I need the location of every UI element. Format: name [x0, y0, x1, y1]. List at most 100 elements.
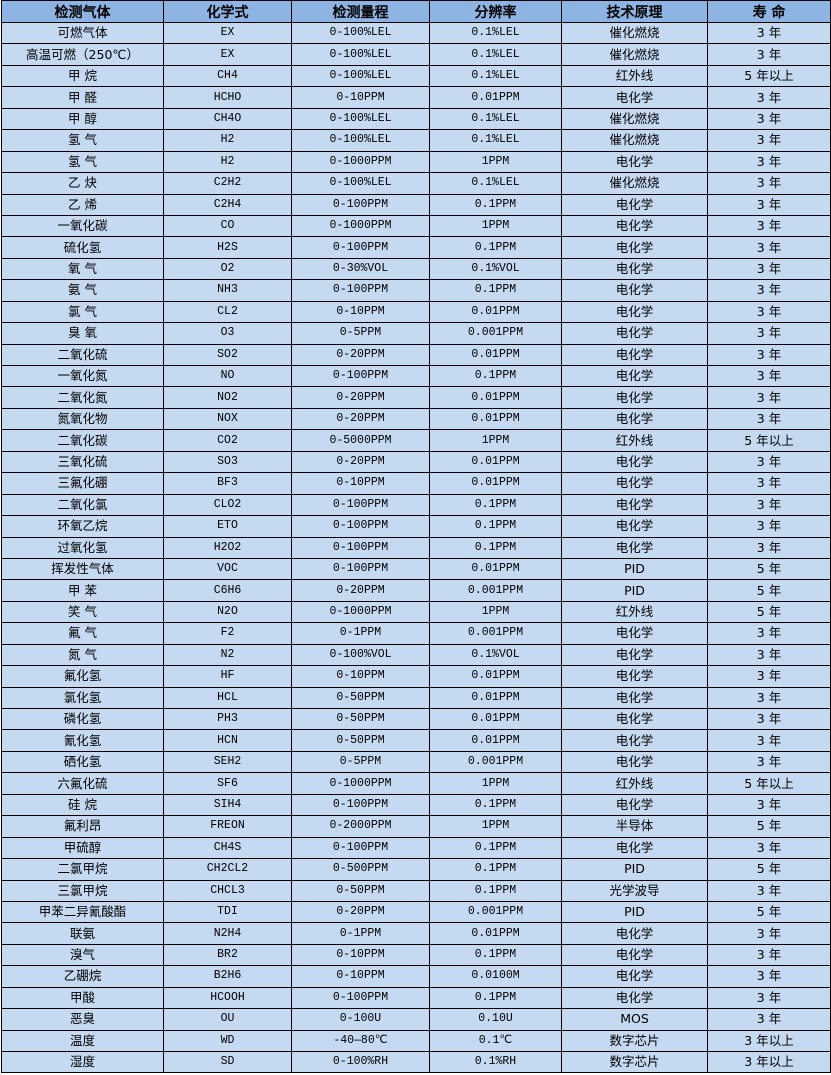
table-row: 甲 醇 CH4O 0-100%LEL 0.1%LEL 催化燃烧 3 年	[1, 107, 831, 131]
resolution-cell: 0.1PPM	[429, 364, 562, 388]
range-cell: 0-10PPM	[291, 965, 430, 988]
range-cell: 0-1PPM	[291, 622, 430, 645]
resolution-cell: 0.1PPM	[429, 879, 562, 902]
range-cell: 0-100PPM	[291, 793, 430, 817]
formula-cell: O3	[163, 322, 292, 345]
formula-cell: O2	[163, 257, 292, 281]
table-row: 硅 烷 SIH4 0-100PPM 0.1PPM 电化学 3 年	[1, 793, 831, 817]
lifespan-cell: 3 年	[707, 322, 831, 345]
resolution-cell: 0.1%VOL	[429, 643, 562, 667]
formula-cell: NO	[163, 364, 292, 388]
table-row: 氢 气 H2 0-100%LEL 0.1%LEL 催化燃烧 3 年	[1, 129, 831, 152]
gas-name-cell: 氮 气	[1, 643, 164, 667]
range-cell: 0-5PPM	[291, 322, 430, 345]
principle-cell: MOS	[561, 1008, 708, 1031]
lifespan-cell: 3 年	[707, 622, 831, 645]
principle-cell: 电化学	[561, 193, 708, 216]
resolution-cell: 0.01PPM	[429, 707, 562, 731]
gas-name-cell: 氰化氢	[1, 729, 164, 752]
table-row: 二氧化硫 SO2 0-20PPM 0.01PPM 电化学 3 年	[1, 343, 831, 367]
gas-name-cell: 硫化氢	[1, 236, 164, 259]
gas-name-cell: 乙 烯	[1, 193, 164, 216]
principle-cell: 电化学	[561, 472, 708, 495]
table-row: 磷化氢 PH3 0-50PPM 0.01PPM 电化学 3 年	[1, 707, 831, 731]
principle-cell: 电化学	[561, 150, 708, 174]
formula-cell: SO2	[163, 343, 292, 367]
resolution-cell: 0.01PPM	[429, 922, 562, 945]
range-cell: 0-100PPM	[291, 536, 430, 559]
range-cell: 0-100%LEL	[291, 129, 430, 152]
range-cell: 0-100%VOL	[291, 643, 430, 667]
lifespan-cell: 3 年	[707, 793, 831, 817]
table-row: 氯 气 CL2 0-10PPM 0.01PPM 电化学 3 年	[1, 300, 831, 324]
table-row: 甲苯二异氰酸酯 TDI 0-20PPM 0.001PPM PID 5 年	[1, 900, 831, 924]
formula-cell: SO3	[163, 450, 292, 474]
gas-name-cell: 湿度	[1, 1050, 164, 1074]
range-cell: 0-50PPM	[291, 686, 430, 710]
resolution-cell: 0.1PPM	[429, 536, 562, 559]
range-cell: 0-10PPM	[291, 86, 430, 109]
principle-cell: 催化燃烧	[561, 172, 708, 195]
lifespan-cell: 3 年	[707, 515, 831, 538]
range-cell: 0-20PPM	[291, 900, 430, 924]
formula-cell: CHCL3	[163, 879, 292, 902]
formula-cell: EX	[163, 21, 292, 45]
table-row: 氟 气 F2 0-1PPM 0.001PPM 电化学 3 年	[1, 622, 831, 645]
principle-cell: 电化学	[561, 279, 708, 302]
resolution-cell: 0.01PPM	[429, 472, 562, 495]
range-cell: 0-10PPM	[291, 943, 430, 967]
principle-cell: 红外线	[561, 429, 708, 452]
table-row: 联氨 N2H4 0-1PPM 0.01PPM 电化学 3 年	[1, 922, 831, 945]
table-row: 氨 气 NH3 0-100PPM 0.1PPM 电化学 3 年	[1, 279, 831, 302]
lifespan-cell: 3 年	[707, 343, 831, 367]
formula-cell: VOC	[163, 557, 292, 581]
gas-name-cell: 二氧化氯	[1, 493, 164, 517]
gas-name-cell: 硅 烷	[1, 793, 164, 817]
lifespan-cell: 5 年	[707, 900, 831, 924]
principle-cell: 电化学	[561, 407, 708, 431]
lifespan-cell: 5 年以上	[707, 429, 831, 452]
range-cell: 0-100PPM	[291, 515, 430, 538]
gas-name-cell: 氮氧化物	[1, 407, 164, 431]
principle-cell: 电化学	[561, 965, 708, 988]
table-row: 乙 烯 C2H4 0-100PPM 0.1PPM 电化学 3 年	[1, 193, 831, 216]
lifespan-cell: 3 年	[707, 643, 831, 667]
header-range: 检测量程	[291, 0, 430, 23]
gas-name-cell: 甲酸	[1, 986, 164, 1010]
header-formula: 化学式	[163, 0, 292, 23]
formula-cell: CL2	[163, 300, 292, 324]
lifespan-cell: 5 年	[707, 815, 831, 838]
gas-name-cell: 六氟化硫	[1, 772, 164, 795]
principle-cell: 电化学	[561, 450, 708, 474]
lifespan-cell: 3 年	[707, 129, 831, 152]
principle-cell: 电化学	[561, 729, 708, 752]
table-row: 挥发性气体 VOC 0-100PPM 0.01PPM PID 5 年	[1, 557, 831, 581]
principle-cell: 催化燃烧	[561, 21, 708, 45]
principle-cell: 催化燃烧	[561, 43, 708, 66]
gas-name-cell: 笑 气	[1, 600, 164, 624]
gas-name-cell: 一氧化氮	[1, 364, 164, 388]
resolution-cell: 0.1PPM	[429, 515, 562, 538]
lifespan-cell: 3 年	[707, 665, 831, 688]
resolution-cell: 0.1PPM	[429, 986, 562, 1010]
table-row: 氧 气 O2 0-30%VOL 0.1%VOL 电化学 3 年	[1, 257, 831, 281]
formula-cell: CLO2	[163, 493, 292, 517]
lifespan-cell: 5 年	[707, 858, 831, 881]
resolution-cell: 0.1PPM	[429, 858, 562, 881]
table-row: 可燃气体 EX 0-100%LEL 0.1%LEL 催化燃烧 3 年	[1, 21, 831, 45]
range-cell: 0-20PPM	[291, 450, 430, 474]
table-row: 一氧化氮 NO 0-100PPM 0.1PPM 电化学 3 年	[1, 364, 831, 388]
range-cell: 0-5000PPM	[291, 429, 430, 452]
resolution-cell: 0.1%LEL	[429, 107, 562, 131]
lifespan-cell: 3 年	[707, 707, 831, 731]
lifespan-cell: 3 年	[707, 214, 831, 238]
table-row: 一氧化碳 CO 0-1000PPM 1PPM 电化学 3 年	[1, 214, 831, 238]
gas-name-cell: 臭 氧	[1, 322, 164, 345]
principle-cell: 电化学	[561, 665, 708, 688]
header-row: 检测气体 化学式 检测量程 分辨率 技术原理 寿 命	[1, 0, 831, 23]
principle-cell: 数字芯片	[561, 1029, 708, 1053]
gas-name-cell: 乙 炔	[1, 172, 164, 195]
formula-cell: BR2	[163, 943, 292, 967]
formula-cell: C6H6	[163, 579, 292, 602]
gas-name-cell: 三氧化硫	[1, 450, 164, 474]
